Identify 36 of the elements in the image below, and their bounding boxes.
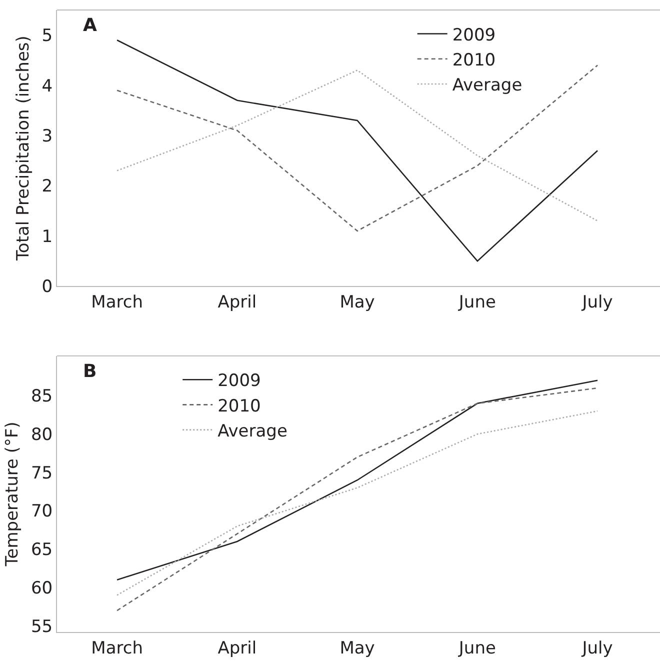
chart-title: B bbox=[83, 361, 97, 382]
x-tick-label: June bbox=[458, 638, 496, 658]
y-tick-label: 60 bbox=[30, 578, 53, 598]
x-tick-label: May bbox=[340, 292, 375, 313]
line-series bbox=[116, 39, 598, 262]
x-tick-label: March bbox=[91, 638, 143, 658]
y-tick-label: 5 bbox=[42, 26, 53, 46]
legend-label: 2010 bbox=[218, 396, 261, 416]
legend-label: Average bbox=[452, 76, 522, 96]
x-tick-label: July bbox=[581, 638, 613, 658]
x-tick-label: April bbox=[218, 292, 257, 313]
x-tick-label: May bbox=[340, 638, 375, 658]
y-tick-label: 2 bbox=[42, 176, 53, 197]
y-tick-label: 55 bbox=[30, 616, 53, 637]
x-tick-label: June bbox=[458, 292, 496, 313]
legend-label: 2009 bbox=[452, 25, 496, 46]
y-tick-label: 85 bbox=[30, 386, 53, 407]
y-axis-title: Total Precipitation (inches) bbox=[13, 36, 34, 262]
y-tick-label: 4 bbox=[42, 76, 53, 96]
legend-label: 2010 bbox=[452, 50, 496, 70]
x-tick-label: March bbox=[91, 292, 143, 313]
x-tick-label: April bbox=[218, 638, 257, 658]
y-tick-label: 1 bbox=[42, 226, 53, 247]
x-tick-label: July bbox=[581, 292, 613, 313]
chart-title: A bbox=[83, 15, 97, 36]
y-tick-label: 65 bbox=[30, 540, 53, 560]
line-series bbox=[116, 387, 598, 612]
y-tick-label: 70 bbox=[30, 502, 53, 522]
legend-label: Average bbox=[218, 421, 288, 442]
y-tick-label: 3 bbox=[42, 126, 53, 146]
y-tick-label: 80 bbox=[30, 425, 53, 446]
y-tick-label: 0 bbox=[42, 277, 53, 298]
y-tick-label: 75 bbox=[30, 463, 53, 484]
legend-label: 2009 bbox=[218, 371, 261, 392]
y-axis-title: Temperature (°F) bbox=[2, 422, 23, 568]
line-series bbox=[116, 410, 598, 596]
